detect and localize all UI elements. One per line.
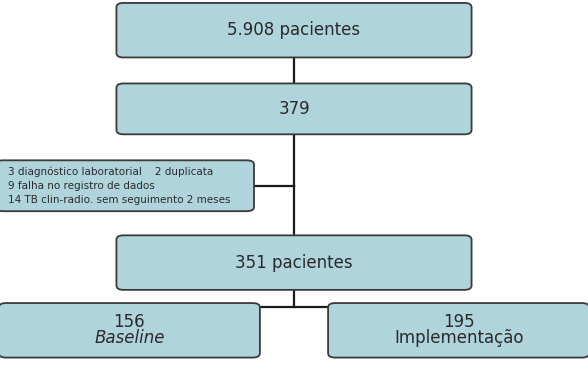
- FancyBboxPatch shape: [116, 83, 472, 134]
- Text: 5.908 pacientes: 5.908 pacientes: [228, 21, 360, 39]
- Text: 3 diagnóstico laboratorial    2 duplicata
9 falha no registro de dados
14 TB cli: 3 diagnóstico laboratorial 2 duplicata 9…: [8, 167, 230, 205]
- Text: Implementação: Implementação: [394, 329, 523, 347]
- Text: 379: 379: [278, 100, 310, 118]
- Text: Baseline: Baseline: [94, 329, 165, 347]
- Text: 156: 156: [113, 313, 145, 331]
- Text: 351 pacientes: 351 pacientes: [235, 254, 353, 272]
- FancyBboxPatch shape: [116, 3, 472, 57]
- FancyBboxPatch shape: [0, 303, 260, 358]
- Text: 195: 195: [443, 313, 475, 331]
- FancyBboxPatch shape: [0, 160, 254, 211]
- FancyBboxPatch shape: [116, 235, 472, 290]
- FancyBboxPatch shape: [328, 303, 588, 358]
